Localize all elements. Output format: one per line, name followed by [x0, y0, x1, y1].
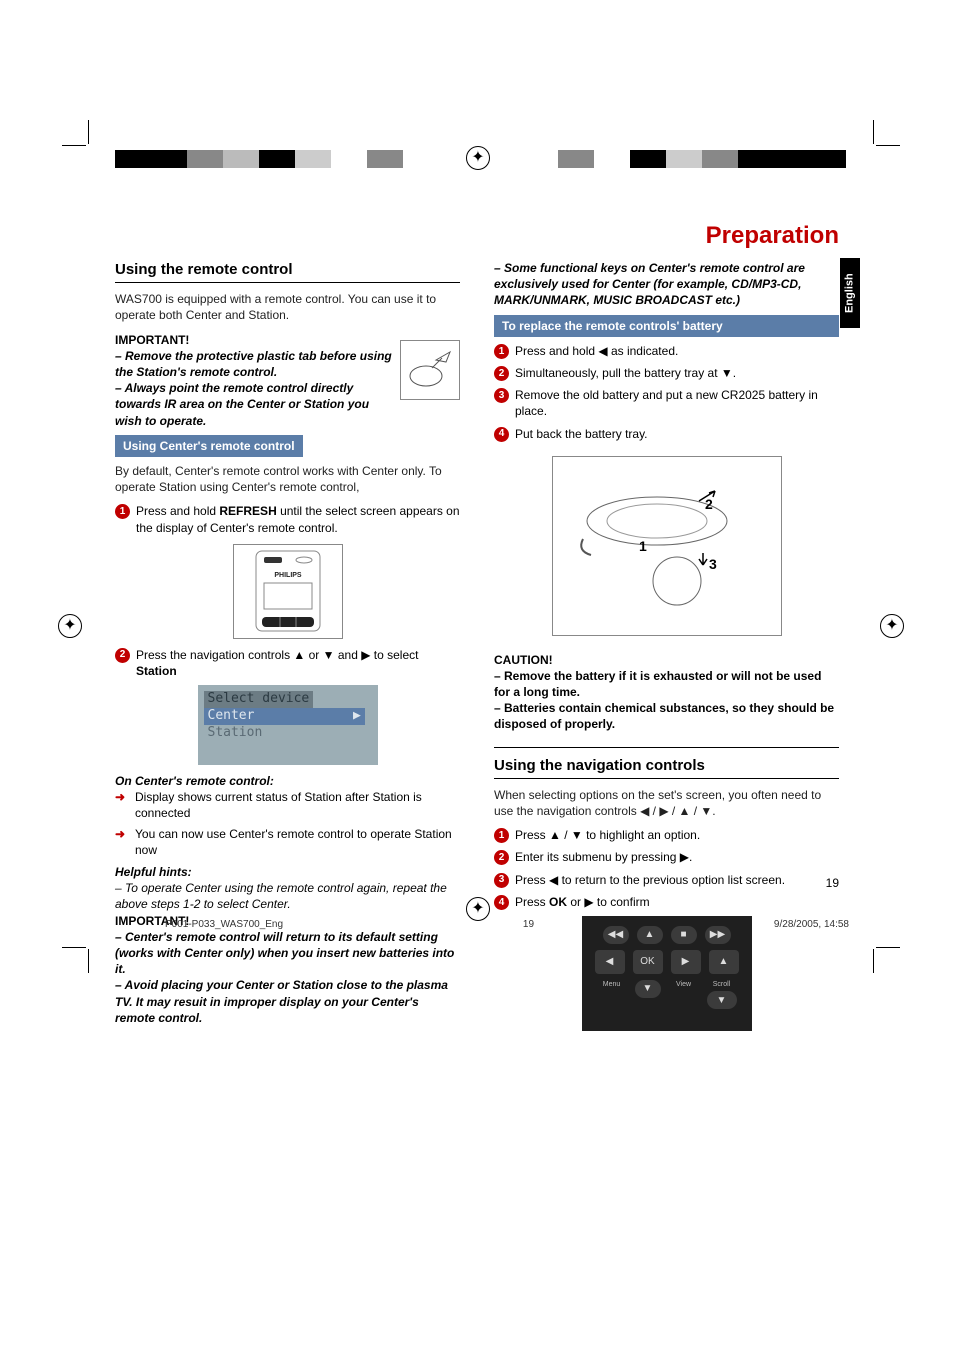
figure-remote-tab: [400, 340, 460, 400]
refresh-key: REFRESH: [219, 504, 276, 518]
step-badge-1: 1: [494, 344, 509, 359]
lcd-row-2: Center▶: [204, 708, 365, 725]
nav-step-2: 2 Enter its submenu by pressing ▶.: [494, 849, 839, 865]
right-icon: ▶: [671, 950, 701, 974]
footer: P001-P033_WAS700_Eng 19 9/28/2005, 14:58: [165, 918, 849, 932]
nav-step-1: 1 Press ▲ / ▼ to highlight an option.: [494, 827, 839, 843]
footer-right: 9/28/2005, 14:58: [774, 918, 849, 932]
svg-text:PHILIPS: PHILIPS: [274, 572, 302, 579]
figure-lcd: Select device Center▶ Station: [198, 685, 378, 765]
nav-intro: When selecting options on the set's scre…: [494, 787, 839, 819]
step-1-text: Press and hold REFRESH until the select …: [136, 503, 460, 535]
hint-1: – To operate Center using the remote con…: [115, 880, 460, 912]
caution-2: – Batteries contain chemical substances,…: [494, 700, 839, 732]
step-badge-3: 3: [494, 388, 509, 403]
figure-battery: 1 2 3: [552, 456, 782, 636]
scroll-up-icon: ▲: [709, 950, 739, 974]
figure-navpad: ◀◀ ▲ ■ ▶▶ ◀ OK ▶ ▲ Menu ▼ View: [582, 916, 752, 1031]
n3-text: Press ◀ to return to the previous option…: [515, 872, 839, 888]
battery-step-4: 4 Put back the battery tray.: [494, 426, 839, 442]
step-badge-3: 3: [494, 873, 509, 888]
t: or ▶ to confirm: [567, 895, 650, 909]
arrow-2: ➜ You can now use Center's remote contro…: [115, 826, 460, 858]
arrow-1-text: Display shows current status of Station …: [135, 789, 460, 821]
battery-step-2: 2 Simultaneously, pull the battery tray …: [494, 365, 839, 381]
t: Press and hold: [136, 504, 219, 518]
b3-text: Remove the old battery and put a new CR2…: [515, 387, 839, 419]
arrow-icon: ➜: [115, 789, 129, 821]
step-1: 1 Press and hold REFRESH until the selec…: [115, 503, 460, 535]
t: Press the navigation controls ▲ or ▼ and…: [136, 648, 418, 662]
svg-text:3: 3: [709, 556, 717, 572]
nav-step-3: 3 Press ◀ to return to the previous opti…: [494, 872, 839, 888]
step-2-text: Press the navigation controls ▲ or ▼ and…: [136, 647, 460, 679]
heading-using-remote: Using the remote control: [115, 260, 460, 283]
lcd-row-1: Select device: [204, 691, 314, 708]
page-number: 19: [826, 875, 839, 891]
svg-text:2: 2: [705, 496, 713, 512]
important-3: – Center's remote control will return to…: [115, 929, 460, 978]
n4-text: Press OK or ▶ to confirm: [515, 894, 839, 910]
caution-1: – Remove the battery if it is exhausted …: [494, 668, 839, 700]
scroll-down-icon: ▼: [707, 991, 737, 1009]
n2-text: Enter its submenu by pressing ▶.: [515, 849, 839, 865]
svg-text:1: 1: [639, 538, 647, 554]
scroll-label: Scroll: [707, 980, 737, 989]
language-tab: English: [840, 258, 860, 328]
battery-step-1: 1 Press and hold ◀ as indicated.: [494, 343, 839, 359]
func-keys-note: – Some functional keys on Center's remot…: [494, 260, 839, 309]
step-badge-1: 1: [115, 504, 130, 519]
step-badge-4: 4: [494, 895, 509, 910]
step-badge-4: 4: [494, 427, 509, 442]
view-label: View: [669, 980, 699, 1009]
station-key: Station: [136, 664, 177, 678]
step-badge-2: 2: [494, 850, 509, 865]
center-intro: By default, Center's remote control work…: [115, 463, 460, 495]
arrow-1: ➜ Display shows current status of Statio…: [115, 789, 460, 821]
arrow-icon: ➜: [115, 826, 129, 858]
divider: [494, 747, 839, 748]
lcd-row-3: Station: [204, 725, 267, 740]
menu-label: Menu: [597, 980, 627, 1009]
step-2: 2 Press the navigation controls ▲ or ▼ a…: [115, 647, 460, 679]
on-center-remote: On Center's remote control:: [115, 773, 460, 789]
important-4: – Avoid placing your Center or Station c…: [115, 977, 460, 1026]
t: Center: [208, 708, 255, 723]
footer-left: P001-P033_WAS700_Eng: [165, 918, 283, 932]
footer-center: 19: [523, 918, 534, 932]
intro-text: WAS700 is equipped with a remote control…: [115, 291, 460, 323]
step-badge-2: 2: [115, 648, 130, 663]
t: Press: [515, 895, 549, 909]
left-icon: ◀: [595, 950, 625, 974]
ok-key: OK: [549, 895, 567, 909]
n1-text: Press ▲ / ▼ to highlight an option.: [515, 827, 839, 843]
right-column: – Some functional keys on Center's remot…: [494, 260, 839, 1031]
caution-label: CAUTION!: [494, 652, 839, 668]
battery-step-3: 3 Remove the old battery and put a new C…: [494, 387, 839, 419]
b4-text: Put back the battery tray.: [515, 426, 839, 442]
step-badge-2: 2: [494, 366, 509, 381]
b1-text: Press and hold ◀ as indicated.: [515, 343, 839, 359]
bar-replace-battery: To replace the remote controls' battery: [494, 315, 839, 337]
chapter-title: Preparation: [706, 220, 839, 252]
down-icon: ▼: [635, 980, 661, 998]
bar-center-remote: Using Center's remote control: [115, 435, 303, 457]
heading-nav: Using the navigation controls: [494, 756, 839, 779]
nav-step-4: 4 Press OK or ▶ to confirm: [494, 894, 839, 910]
hints-label: Helpful hints:: [115, 864, 460, 880]
ok-button: OK: [633, 950, 663, 974]
step-badge-1: 1: [494, 828, 509, 843]
arrow-2-text: You can now use Center's remote control …: [135, 826, 460, 858]
left-column: Using the remote control WAS700 is equip…: [115, 260, 460, 1031]
figure-philips-remote: PHILIPS: [233, 544, 343, 639]
b2-text: Simultaneously, pull the battery tray at…: [515, 365, 839, 381]
